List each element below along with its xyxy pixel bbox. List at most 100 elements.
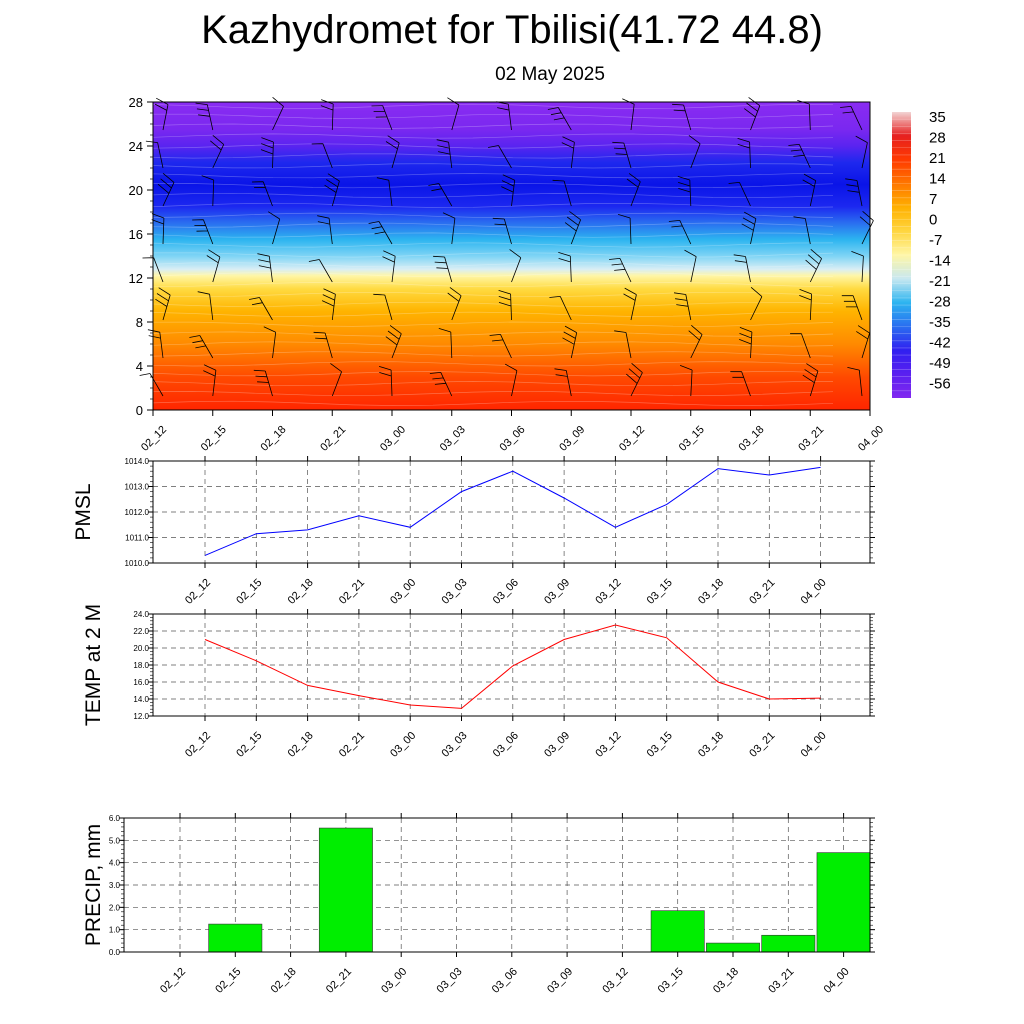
xtick-label: 02_21 xyxy=(337,577,367,607)
ytick-label: 1010.0 xyxy=(125,559,150,568)
wind-barb xyxy=(688,135,701,169)
xtick-label: 02_21 xyxy=(337,730,367,760)
heatmap-xtick-label: 02_18 xyxy=(259,424,289,454)
xtick-label: 02_12 xyxy=(183,577,213,607)
contour-line xyxy=(152,212,834,218)
contour-line xyxy=(152,113,834,119)
contour-line xyxy=(152,400,834,406)
wind-barb xyxy=(311,143,333,169)
wind-barb xyxy=(617,214,632,245)
wind-barb xyxy=(433,255,453,283)
wind-barb xyxy=(840,106,863,131)
heatmap-field xyxy=(153,102,870,410)
contour-line xyxy=(152,103,834,109)
wind-barb xyxy=(672,103,692,131)
colorbar-label: 0 xyxy=(929,212,937,229)
ytick-label: 22.0 xyxy=(133,627,149,636)
xtick-label: 03_09 xyxy=(542,730,572,760)
contour-line xyxy=(152,381,834,387)
ytick-label: 0.0 xyxy=(109,948,121,957)
contour-line xyxy=(152,163,834,169)
heatmap-ytick-label: 4 xyxy=(136,359,143,374)
heatmap-xtick-label: 04_00 xyxy=(856,424,886,454)
wind-barb xyxy=(321,288,336,321)
wind-barb xyxy=(257,253,273,283)
wind-barb xyxy=(799,289,812,321)
heatmap-xtick-label: 03_09 xyxy=(557,424,587,454)
temp-line xyxy=(204,624,821,709)
xtick-label: 03_03 xyxy=(440,730,470,760)
wind-barb xyxy=(498,290,512,321)
xtick-label: 03_06 xyxy=(490,966,520,996)
wind-barb xyxy=(157,172,175,207)
chart-title: Kazhydromet for Tbilisi(41.72 44.8) xyxy=(201,8,823,52)
wind-barb xyxy=(856,325,870,359)
heatmap-ytick-label: 28 xyxy=(129,95,143,110)
xtick-label: 02_18 xyxy=(286,730,316,760)
xtick-label: 03_15 xyxy=(645,577,675,607)
wind-barb xyxy=(447,287,462,321)
wind-barb xyxy=(378,366,393,397)
wind-barb xyxy=(428,183,453,207)
xtick-label: 04_00 xyxy=(799,577,829,607)
ytick-label: 1013.0 xyxy=(125,483,150,492)
wind-barb xyxy=(267,211,281,245)
xtick-label: 03_12 xyxy=(593,577,623,607)
contour-line xyxy=(152,192,834,199)
wind-barb xyxy=(308,259,333,283)
colorbar-label: -14 xyxy=(929,253,951,270)
wind-barb xyxy=(201,175,215,207)
wind-barb xyxy=(203,364,217,397)
heatmap-xtick-label: 03_12 xyxy=(617,424,647,454)
wind-barb xyxy=(509,249,522,283)
xtick-label: 02_15 xyxy=(234,730,264,760)
wind-barb xyxy=(790,333,811,359)
wind-barb xyxy=(385,325,402,359)
contour-line xyxy=(152,143,834,149)
wind-barb xyxy=(154,97,169,131)
wind-barb xyxy=(488,145,512,169)
wind-barb xyxy=(195,102,214,131)
wind-barb xyxy=(549,296,572,321)
precip-bar xyxy=(706,942,760,953)
xtick-label: 02_12 xyxy=(183,730,213,760)
colorbar-label: -7 xyxy=(929,232,942,249)
heatmap-ytick-label: 20 xyxy=(129,183,143,198)
contour-line xyxy=(152,301,834,307)
ytick-label: 12.0 xyxy=(133,712,149,721)
wind-barb xyxy=(368,221,393,245)
heatmap-ytick-label: 12 xyxy=(129,271,143,286)
contour-line xyxy=(152,341,834,347)
heatmap-xtick-label: 03_06 xyxy=(498,424,528,454)
wind-barb xyxy=(802,363,819,397)
wind-barb xyxy=(623,287,637,321)
contour-line xyxy=(152,173,834,179)
wind-barb xyxy=(677,176,692,207)
contour-line xyxy=(152,371,834,377)
colorbar-label: -42 xyxy=(929,335,951,352)
ytick-label: 1012.0 xyxy=(125,508,150,517)
wind-barb xyxy=(564,211,581,245)
wind-barb xyxy=(841,295,863,321)
wind-barb xyxy=(492,217,512,245)
wind-barb xyxy=(147,329,164,359)
xtick-label: 03_18 xyxy=(711,966,741,996)
wind-barb xyxy=(145,140,164,169)
wind-barb xyxy=(505,363,518,397)
wind-barb xyxy=(554,368,572,397)
panel-frame xyxy=(152,460,871,564)
colorbar-label: 7 xyxy=(929,191,937,208)
wind-barb xyxy=(317,215,333,245)
wind-barb xyxy=(249,297,273,321)
wind-barb xyxy=(793,216,811,245)
colorbar-label: -28 xyxy=(929,294,951,311)
wind-barb xyxy=(612,141,632,169)
wind-barb xyxy=(622,98,635,131)
contour-line xyxy=(152,282,834,288)
wind-barb xyxy=(728,182,751,207)
precip-bar xyxy=(761,934,816,953)
wind-barb xyxy=(730,371,751,397)
precip-bar xyxy=(650,910,705,953)
panel-ylabel: PMSL xyxy=(72,483,95,540)
